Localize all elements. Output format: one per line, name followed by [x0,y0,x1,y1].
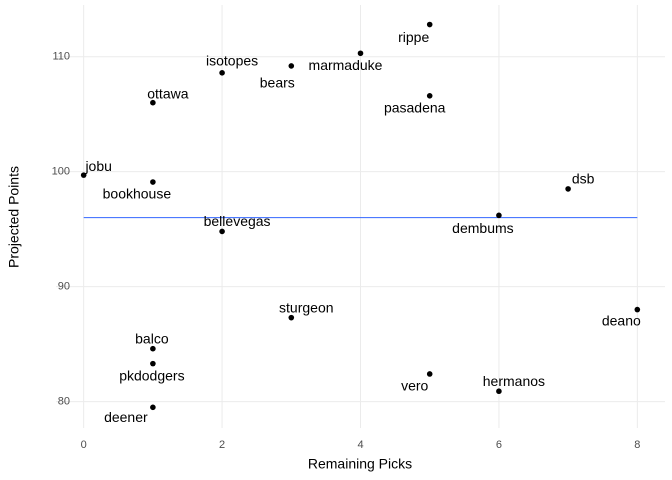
point [150,404,156,411]
point-label: dembums [452,220,513,236]
point-label: ottawa [147,85,188,101]
point [150,345,156,352]
point-label: deener [104,409,148,425]
y-tick-label: 100 [52,166,70,178]
y-tick-label: 110 [52,51,70,63]
point-label: bookhouse [103,186,172,202]
point [426,93,433,99]
x-tick-label: 8 [634,439,640,451]
point-label: rippe [398,29,429,45]
point-label: sturgeon [279,299,333,315]
point-label: pasadena [384,100,446,116]
point-label: marmaduke [309,57,383,73]
point [219,228,225,235]
point [426,371,433,377]
point [496,212,502,219]
point [288,314,295,321]
point-label: jobu [84,158,111,174]
point-label: isotopes [206,53,258,69]
y-tick-label: 80 [58,395,70,407]
point [150,360,156,367]
point [565,186,571,192]
point [150,179,156,185]
point [634,306,641,313]
point-label: balco [135,330,169,346]
point [288,63,295,69]
point [426,21,433,28]
y-tick-label: 90 [58,281,70,293]
point-label: vero [401,378,428,394]
point-label: dsb [572,171,595,187]
point [219,70,225,76]
point [357,50,364,57]
point-label: hermanos [483,373,545,389]
point [496,388,502,395]
point-label: pkdodgers [119,367,184,383]
x-tick-label: 4 [357,439,363,451]
point-label: bears [260,75,295,91]
x-tick-label: 0 [81,439,87,451]
point [150,99,156,106]
y-axis-title: Projected Points [6,166,22,268]
x-tick-label: 6 [496,439,502,451]
x-axis-title: Remaining Picks [308,456,412,472]
point [80,172,87,178]
point-label: deano [602,312,641,328]
point-label: bellevegas [204,213,271,229]
x-tick-label: 2 [219,439,225,451]
